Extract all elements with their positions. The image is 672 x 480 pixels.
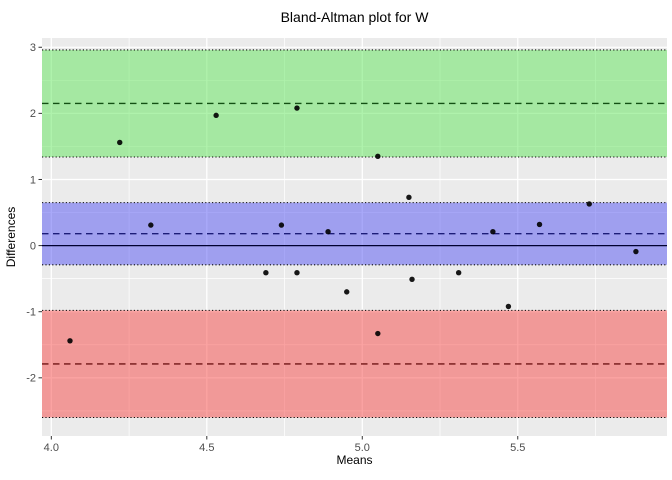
y-tick-label: 2 (30, 108, 36, 120)
x-tick-label: 4.5 (199, 442, 214, 454)
data-point (375, 330, 381, 337)
data-point (213, 112, 219, 119)
x-tick-label: 5.0 (355, 442, 370, 454)
data-point (409, 276, 415, 283)
data-point (490, 229, 496, 235)
data-point (148, 222, 154, 228)
y-tick-label: 1 (30, 174, 36, 186)
data-point (294, 270, 300, 276)
data-point (586, 201, 592, 207)
data-point (633, 248, 639, 255)
y-tick-label: -2 (26, 373, 36, 385)
y-tick-label: 0 (30, 240, 36, 252)
x-axis-title: Means (336, 453, 372, 467)
data-point (117, 139, 123, 146)
data-point (278, 222, 285, 228)
y-tick-label: 3 (30, 42, 36, 54)
y-tick-label: -1 (26, 307, 36, 319)
chart-title: Bland-Altman plot for W (281, 9, 430, 25)
data-point (375, 153, 381, 160)
data-point (344, 289, 350, 295)
data-point (263, 270, 269, 276)
x-tick-label: 4.0 (44, 442, 59, 454)
x-tick-label: 5.5 (510, 442, 525, 454)
chart-layers: 4.0 4.5 5.0 5.5 -2 -1 0 1 2 3 (26, 38, 667, 454)
data-point (505, 303, 512, 310)
data-point (536, 221, 543, 228)
data-point (455, 270, 462, 276)
data-point (325, 229, 331, 235)
y-axis-title: Differences (4, 207, 18, 267)
data-point (294, 105, 300, 111)
data-point (406, 194, 412, 201)
data-point (67, 338, 73, 344)
